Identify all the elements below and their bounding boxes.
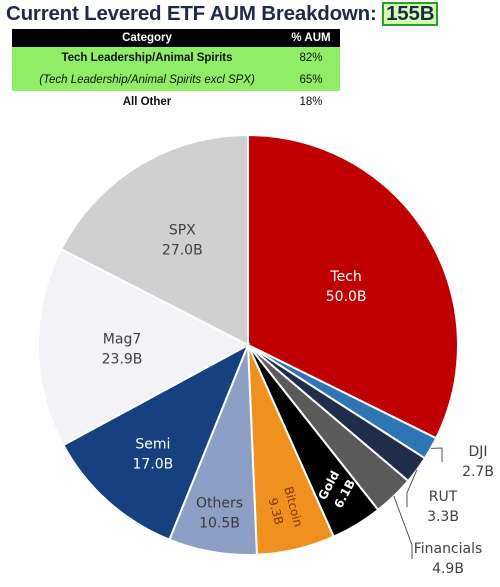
slice-value-label: 2.7B xyxy=(462,464,494,480)
slice-name-label: Others xyxy=(196,496,243,512)
slice-name-label: Semi xyxy=(135,437,170,453)
total-aum-badge: 155B xyxy=(382,2,439,26)
slice-value-label: 17.0B xyxy=(133,457,174,473)
slice-label-group: Semi 17.0B xyxy=(133,437,174,473)
slice-label-group: Others 10.5B xyxy=(196,496,243,532)
leader-line xyxy=(430,447,443,462)
row-pct: 82% xyxy=(282,47,340,69)
slice-name-label: DJI xyxy=(468,444,487,460)
row-pct: 65% xyxy=(282,69,340,91)
leader-line xyxy=(393,495,413,559)
slice-value-label: 4.9B xyxy=(432,561,464,577)
leader-line xyxy=(406,469,418,507)
slice-label-group: SPX 27.0B xyxy=(162,223,203,259)
slice-name-label: Tech xyxy=(329,269,361,285)
slice-value-label: 27.0B xyxy=(162,243,203,259)
title-text: Current Levered ETF AUM Breakdown: xyxy=(6,2,377,25)
header-category: Category xyxy=(12,29,282,47)
pie-slice-spx xyxy=(59,133,249,347)
table-header-row: Category % AUM xyxy=(12,29,340,47)
table-row: Tech Leadership/Animal Spirits 82% xyxy=(12,47,340,69)
row-category: (Tech Leadership/Animal Spirits excl SPX… xyxy=(12,69,282,91)
slice-label-group: Tech 50.0B xyxy=(326,269,367,305)
slice-name-label: Mag7 xyxy=(103,331,141,347)
pie-slice-mag7 xyxy=(37,247,251,447)
row-category: Tech Leadership/Animal Spirits xyxy=(12,47,282,69)
table-row: All Other 18% xyxy=(12,91,340,113)
slice-name-label: Financials xyxy=(414,541,483,557)
slice-value-label: 9.3B xyxy=(266,496,287,526)
pie-slice-semi xyxy=(62,342,250,542)
slice-value-label: 10.5B xyxy=(199,516,240,532)
category-table: Category % AUM Tech Leadership/Animal Sp… xyxy=(12,29,340,113)
row-pct: 18% xyxy=(299,96,323,108)
slice-name-label: SPX xyxy=(169,223,196,239)
slice-value-label: 50.0B xyxy=(326,289,367,305)
row-category: All Other xyxy=(122,96,172,108)
table-row: (Tech Leadership/Animal Spirits excl SPX… xyxy=(12,69,340,91)
slice-label-group: Mag7 23.9B xyxy=(102,331,143,367)
pie-slice-tech xyxy=(247,133,459,440)
slice-name-label: RUT xyxy=(429,489,458,505)
header-pct-aum: % AUM xyxy=(282,29,340,47)
chart-title: Current Levered ETF AUM Breakdown: 155B xyxy=(6,2,439,26)
slice-value-label: 3.3B xyxy=(427,509,459,525)
slice-value-label: 23.9B xyxy=(102,351,143,367)
